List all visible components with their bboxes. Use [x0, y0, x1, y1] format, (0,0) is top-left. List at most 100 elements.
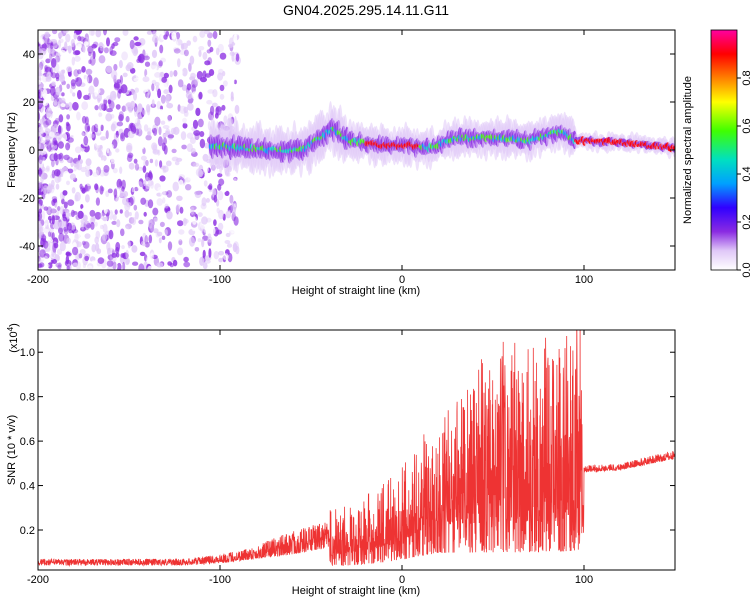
spectrogram-cell [350, 246, 354, 251]
spectrogram-cell [370, 85, 374, 90]
spectrogram-cell [141, 63, 146, 73]
spectrogram-cell [44, 65, 48, 71]
spectrogram-cell [258, 189, 262, 194]
spectrogram-cell [223, 80, 228, 87]
spectrogram-cell [164, 227, 172, 236]
spectrogram-cell [222, 70, 226, 77]
spectrogram-cell [99, 144, 103, 149]
spectrogram-cell [81, 187, 86, 194]
spectrogram-cell [268, 30, 272, 33]
spectrogram-cell [113, 81, 121, 90]
spectrogram-cell [233, 177, 237, 182]
spectrogram-cell [234, 203, 237, 208]
spectrogram-cell [70, 79, 76, 87]
spectrogram-cell [94, 183, 99, 191]
spectrogram-cell [38, 255, 41, 262]
spectrogram-cell [88, 59, 92, 65]
spectrogram-cell [300, 225, 304, 230]
spectrogram-cell [75, 77, 83, 87]
spectrogram-cell [163, 72, 169, 79]
spectrogram-cell [331, 196, 335, 201]
spectrogram-cell [233, 241, 239, 251]
spectrogram-cell [672, 146, 675, 150]
spectrogram-cell [168, 61, 174, 68]
spectrogram-cell [205, 217, 212, 223]
spectrogram-cell [160, 71, 165, 78]
spectrogram-cell [79, 249, 86, 255]
spectrogram-cell [49, 51, 53, 61]
y-tick-label: 0.8 [20, 392, 35, 404]
spectrogram-cell [50, 41, 54, 50]
spectrogram-cell [79, 56, 86, 65]
spectrogram-cell [71, 187, 76, 194]
spectrogram-cell [236, 178, 239, 183]
spectrogram-cell [186, 83, 192, 91]
spectrogram-cell [181, 97, 189, 102]
spectrogram-cell [112, 167, 118, 174]
spectrogram-cell [296, 197, 299, 202]
spectrogram-cell [97, 97, 101, 103]
spectrogram-cell [292, 249, 295, 254]
spectrogram-cell [99, 212, 105, 220]
spectrogram-cell [71, 56, 76, 66]
spectrogram-cell [157, 88, 162, 99]
snr-axes: -200 -100 0 100 0.2 0.4 0.6 0.8 1.0 [20, 330, 675, 586]
spectrogram-cell [107, 99, 112, 105]
spectrogram-cell [254, 238, 257, 243]
spectrogram-cell [195, 107, 201, 117]
spectrogram-cell [95, 140, 101, 149]
spectrogram-cell [332, 164, 335, 169]
spectrogram-cell [43, 206, 49, 211]
spectrogram-cell [84, 255, 90, 262]
spectrogram-cell [358, 60, 361, 65]
spectrogram-cell [141, 240, 147, 247]
spectrogram-cell [276, 240, 280, 245]
spectrogram-cell [355, 85, 358, 90]
spectrogram-cell [229, 185, 232, 190]
spectrogram-cell [233, 54, 237, 59]
spectrogram-cell [143, 211, 147, 217]
spectrogram-cell [142, 30, 147, 34]
spectrogram-cell [113, 82, 120, 89]
spectrogram-cell [368, 34, 371, 39]
spectrogram-cell [218, 250, 225, 256]
spectrogram-cell [318, 226, 321, 231]
spectrogram-cell [297, 75, 300, 80]
spectrogram-cell [360, 75, 363, 79]
spectrogram-cell [145, 183, 151, 190]
spectrogram-cell [86, 182, 92, 186]
spectrogram-cell [125, 249, 129, 260]
spectrogram-cell [228, 209, 231, 214]
spectrogram-cell [151, 61, 157, 66]
spectrogram-cell [38, 67, 42, 77]
spectrogram-cell [160, 120, 166, 125]
spectrogram-cell [66, 66, 72, 72]
spectrogram-cell [243, 250, 247, 255]
spectrogram-cell [147, 131, 151, 136]
spectrogram-cell [39, 48, 47, 54]
spectrogram-cell [202, 249, 206, 259]
spectrogram-cell [153, 127, 158, 136]
colorbar-tick-label: 0.8 [741, 70, 750, 85]
spectrogram-cell [344, 218, 348, 223]
spectrogram-cell [344, 91, 347, 96]
spectrogram-cell [81, 220, 85, 230]
spectrogram-cell [199, 138, 206, 149]
spectrogram-cell [151, 49, 158, 59]
spectrogram-cell [57, 91, 62, 96]
spectrogram-cell [228, 43, 234, 48]
spectrogram-cell [175, 204, 181, 213]
spectrogram-cell [87, 45, 94, 54]
spectrogram-cell [238, 168, 241, 172]
spectrogram-cell [308, 185, 312, 190]
spectrogram-cell [99, 106, 104, 114]
spectrogram-cell [63, 226, 69, 232]
spectrogram-cell [64, 61, 69, 67]
spectrogram-cell [162, 197, 166, 204]
spectrogram-cell [183, 261, 191, 268]
spectrogram-cell [152, 144, 158, 154]
spectrogram-cell [84, 116, 89, 126]
spectrogram-cell [88, 85, 95, 95]
spectrogram-cell [134, 211, 139, 220]
